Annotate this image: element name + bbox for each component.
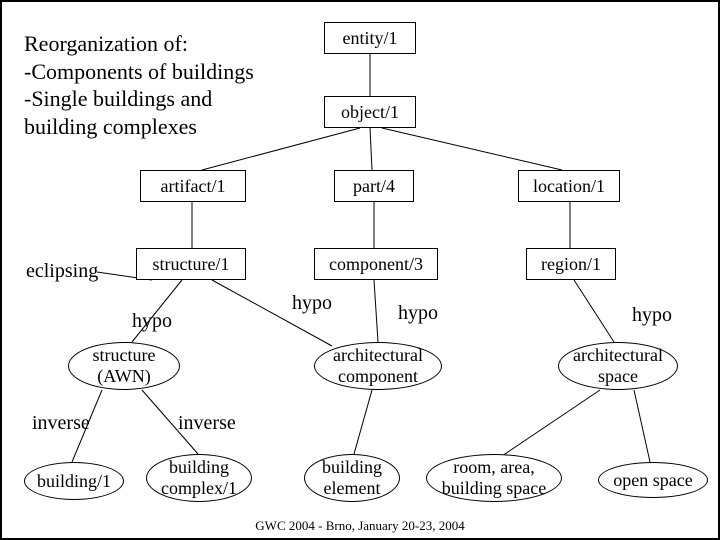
label-hypo-2: hypo [292,292,332,315]
node-room-area: room, area,building space [426,454,562,502]
footer-text: GWC 2004 - Brno, January 20-23, 2004 [2,518,718,534]
node-part: part/4 [334,170,414,202]
node-entity: entity/1 [324,22,416,54]
node-open-space: open space [598,462,708,498]
node-structure-awn: structure(AWN) [68,342,180,390]
title-line-4: building complexes [24,113,254,141]
title-block: Reorganization of: -Components of buildi… [24,30,254,140]
node-architectural-space: architecturalspace [558,342,678,390]
node-region: region/1 [526,248,616,280]
node-object: object/1 [324,96,416,128]
title-line-1: Reorganization of: [24,30,254,58]
node-building-1: building/1 [24,462,124,500]
node-component: component/3 [314,248,438,280]
title-line-2: -Components of buildings [24,58,254,86]
node-artifact: artifact/1 [140,170,246,202]
node-location: location/1 [518,170,620,202]
node-architectural-component: architecturalcomponent [314,342,442,390]
title-line-3: -Single buildings and [24,85,254,113]
diagram-canvas: Reorganization of: -Components of buildi… [0,0,720,540]
label-inverse-right: inverse [178,412,236,435]
label-hypo-3: hypo [398,302,438,325]
label-hypo-4: hypo [632,304,672,327]
node-building-element: buildingelement [304,454,400,502]
label-inverse-left: inverse [32,412,90,435]
node-building-complex: buildingcomplex/1 [146,454,252,502]
label-hypo-1: hypo [132,310,172,333]
node-structure: structure/1 [136,248,246,280]
label-eclipsing: eclipsing [26,260,98,283]
